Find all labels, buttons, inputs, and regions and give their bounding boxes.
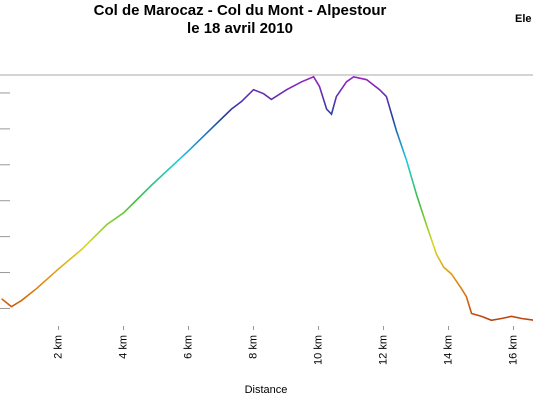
- x-tick-label: 2 km: [52, 335, 64, 359]
- x-tick-label: 6 km: [182, 335, 194, 359]
- x-axis-label: Distance: [245, 384, 288, 396]
- elevation-line: [1, 75, 533, 322]
- x-tick-label: 4 km: [117, 335, 129, 359]
- x-tick-label: 12 km: [377, 335, 389, 365]
- x-tick-label: 14 km: [442, 335, 454, 365]
- x-tick-label: 8 km: [247, 335, 259, 359]
- chart-title: Col de Marocaz - Col du Mont - Alpestour…: [93, 2, 387, 37]
- x-tick-label: 16 km: [507, 335, 519, 365]
- y-axis-label: Ele: [515, 13, 532, 25]
- x-tick-label: 10 km: [312, 335, 324, 365]
